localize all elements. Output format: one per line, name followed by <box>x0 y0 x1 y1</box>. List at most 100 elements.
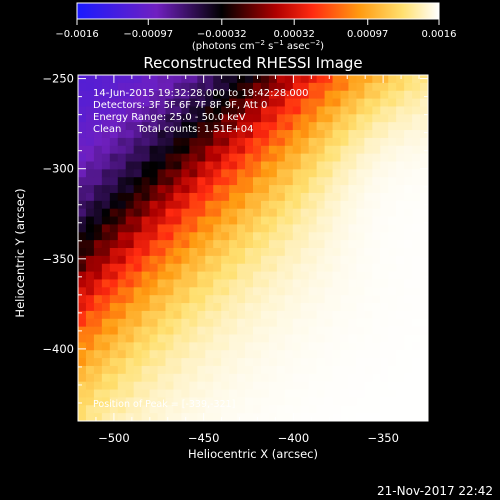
heatmap-cell <box>101 161 111 170</box>
heatmap-cell <box>404 98 413 108</box>
heatmap-cell <box>412 169 421 178</box>
heatmap-cell <box>284 279 294 288</box>
heatmap-cell <box>221 200 230 210</box>
heatmap-cell <box>173 279 182 288</box>
heatmap-cell <box>173 98 182 108</box>
heatmap-cell <box>181 350 190 359</box>
heatmap-cell <box>253 114 262 123</box>
heatmap-cell <box>364 177 373 186</box>
plot-frame <box>77 74 429 422</box>
heatmap-cell <box>125 373 135 383</box>
heatmap-cell <box>324 326 334 336</box>
heatmap-cell <box>213 145 222 155</box>
heatmap-cell <box>332 177 342 186</box>
heatmap-cell <box>396 373 405 383</box>
heatmap-cell <box>412 177 421 186</box>
heatmap-cell <box>292 287 302 296</box>
heatmap-cell <box>372 358 381 367</box>
heatmap-cell <box>157 153 167 163</box>
heatmap-cell <box>109 153 119 163</box>
heatmap-cell <box>340 318 350 328</box>
heatmap-cell <box>173 248 182 257</box>
heatmap-cell <box>101 326 111 336</box>
heatmap-cell <box>149 137 159 147</box>
heatmap-cell <box>404 90 413 100</box>
heatmap-cell <box>404 114 413 123</box>
heatmap-cell <box>292 98 302 108</box>
heatmap-cell <box>133 114 143 123</box>
heatmap-cell <box>173 208 182 218</box>
heatmap-cell <box>268 248 278 257</box>
heatmap-cell <box>308 358 318 367</box>
heatmap-cell <box>109 169 119 178</box>
heatmap-cell <box>85 106 95 115</box>
heatmap-cell <box>85 122 95 131</box>
heatmap-cell <box>101 153 111 163</box>
heatmap-cell <box>372 208 381 218</box>
heatmap-cell <box>396 192 405 202</box>
heatmap-cell <box>237 153 246 163</box>
heatmap-cell <box>292 350 302 359</box>
heatmap-cell <box>229 232 238 241</box>
heatmap-cell <box>93 295 103 304</box>
heatmap-cell <box>141 334 151 343</box>
heatmap-cell <box>205 82 214 92</box>
heatmap-cell <box>109 137 119 147</box>
heatmap-cell <box>125 397 135 406</box>
heatmap-cell <box>308 98 318 108</box>
heatmap-cell <box>268 318 278 328</box>
heatmap-cell <box>380 295 389 304</box>
heatmap-cell <box>260 413 270 421</box>
heatmap-cell <box>125 200 135 210</box>
heatmap-cell <box>324 130 334 139</box>
heatmap-cell <box>340 255 350 265</box>
heatmap-cell <box>245 263 254 273</box>
heatmap-cell <box>157 303 167 312</box>
heatmap-cell <box>181 200 190 210</box>
heatmap-cell <box>340 271 350 281</box>
heatmap-cell <box>420 310 428 320</box>
heatmap-cell <box>308 240 318 249</box>
heatmap-cell <box>316 358 326 367</box>
heatmap-cell <box>213 248 222 257</box>
heatmap-cell <box>237 303 246 312</box>
heatmap-cell <box>125 240 135 249</box>
heatmap-cell <box>213 122 222 131</box>
heatmap-cell <box>324 185 334 194</box>
heatmap-cell <box>308 130 318 139</box>
heatmap-cell <box>197 137 206 147</box>
heatmap-cell <box>420 98 428 108</box>
heatmap-cell <box>93 263 103 273</box>
heatmap-cell <box>78 240 87 249</box>
heatmap-cell <box>197 358 206 367</box>
heatmap-cell <box>348 248 357 257</box>
heatmap-cell <box>141 153 151 163</box>
heatmap-cell <box>300 389 310 399</box>
heatmap-cell <box>205 98 214 108</box>
heatmap-cell <box>93 413 103 421</box>
heatmap-cell <box>109 318 119 328</box>
heatmap-cell <box>356 192 365 202</box>
heatmap-cell <box>205 342 214 351</box>
heatmap-cell <box>356 263 365 273</box>
heatmap-cell <box>404 145 413 155</box>
heatmap-cell <box>101 381 111 391</box>
heatmap-cell <box>165 342 175 351</box>
heatmap-cell <box>141 240 151 249</box>
heatmap-cell <box>364 303 373 312</box>
heatmap-cell <box>332 318 342 328</box>
heatmap-cell <box>253 137 262 147</box>
heatmap-cell <box>412 90 421 100</box>
heatmap-cell <box>372 90 381 100</box>
heatmap-cell <box>340 365 350 375</box>
heatmap-cell <box>348 310 357 320</box>
heatmap-cell <box>253 200 262 210</box>
heatmap-cell <box>165 287 175 296</box>
heatmap-cell <box>332 98 342 108</box>
heatmap-cell <box>380 169 389 178</box>
heatmap-cell <box>253 130 262 139</box>
heatmap-cell <box>189 350 198 359</box>
heatmap-cell <box>141 397 151 406</box>
heatmap-cell <box>245 82 254 92</box>
heatmap-cell <box>260 145 270 155</box>
